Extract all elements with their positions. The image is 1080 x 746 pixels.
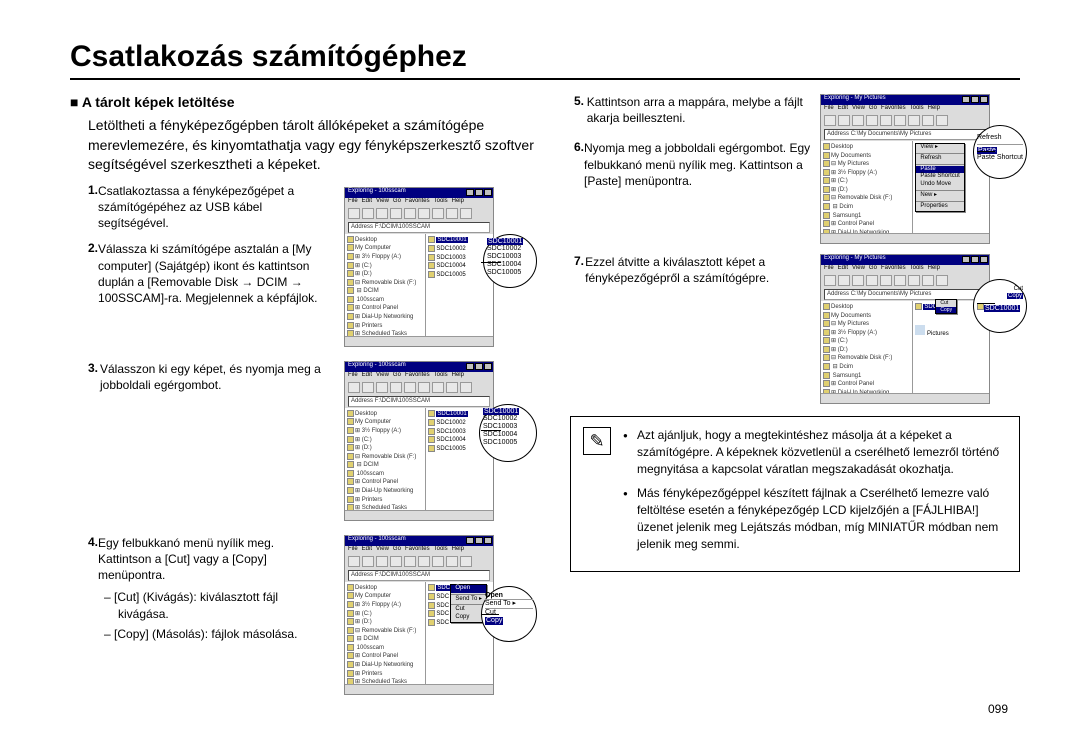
step-number: 5.: [574, 94, 587, 126]
status-bar: [345, 684, 493, 694]
step-body: Egy felbukkanó menü nyílik meg. Kattints…: [98, 535, 330, 584]
intro-text: Letöltheti a fényképezőgépben tárolt áll…: [88, 116, 540, 175]
file-list: SDC10001SDC10002SDC10003SDC10004SDC10005: [426, 234, 493, 336]
menubar: FileEditViewGoFavoritesToolsHelp: [345, 546, 493, 555]
step-body: Válassza ki számítógépe asztalán a [My c…: [98, 241, 330, 306]
callout-selected: SDC10001 SDC10002 SDC10003 SDC10004 SDC1…: [479, 404, 537, 462]
toolbar: [345, 207, 493, 221]
toolbar: [345, 381, 493, 395]
section-heading: ■ A tárolt képek letöltése: [70, 94, 540, 110]
screenshot-explorer-files: Exploring - 100sscam FileEditViewGoFavor…: [344, 187, 494, 347]
step-number: 1.: [88, 183, 98, 232]
step-sub: [Copy] (Másolás): fájlok másolása.: [118, 626, 330, 642]
status-bar: [345, 336, 493, 346]
note-item: Azt ajánljuk, hogy a megtekintéshez máso…: [623, 427, 1007, 477]
status-bar: [821, 393, 989, 403]
step-number: 2.: [88, 241, 98, 306]
screenshot-explorer-select: Exploring - 100sscam FileEditViewGoFavor…: [344, 361, 494, 521]
note-box: ✎ Azt ajánljuk, hogy a megtekintéshez má…: [570, 416, 1020, 572]
callout-transferred-file: Cut Copy SDC10001: [973, 279, 1027, 333]
menubar: FileEditViewGoFavoritesToolsHelp: [821, 105, 989, 114]
callout-connector: [481, 614, 499, 615]
window-title: Exploring - 100sscam: [348, 362, 406, 368]
toolbar: [345, 555, 493, 569]
folder-tree: DesktopMy Computer⊞ 3½ Floppy (A:)⊞ (C:)…: [345, 234, 426, 336]
menubar: FileEditViewGoFavoritesToolsHelp: [345, 198, 493, 207]
toolbar: [821, 274, 989, 288]
status-bar: [821, 233, 989, 243]
menubar: FileEditViewGoFavoritesToolsHelp: [345, 372, 493, 381]
folder-tree: DesktopMy Computer⊞ 3½ Floppy (A:)⊞ (C:)…: [345, 582, 426, 684]
context-menu-cut-copy-small: Cut Copy: [935, 299, 957, 314]
window-title: Exploring - 100sscam: [348, 188, 406, 194]
callout-files: SDC10001 SDC10002 SDC10003 SDC10004 SDC1…: [483, 234, 537, 288]
window-title: Exploring - My Pictures: [824, 95, 886, 101]
address-bar: Address F:\DCIM\100SSCAM: [348, 396, 490, 407]
callout-connector: [481, 430, 501, 431]
window-title: Exploring - 100sscam: [348, 536, 406, 542]
step-body: Csatlakoztassa a fényképezőgépet a számí…: [98, 183, 330, 232]
folder-tree: DesktopMy Documents⊟ My Pictures⊞ 3½ Flo…: [821, 141, 913, 233]
step-body: Kattintson arra a mappára, melybe a fájl…: [587, 94, 812, 126]
callout-connector: [977, 303, 995, 304]
status-bar: [345, 510, 493, 520]
folder-tree: DesktopMy Computer⊞ 3½ Floppy (A:)⊞ (C:)…: [345, 408, 426, 510]
callout-connector: [977, 151, 995, 152]
address-bar: Address C:\My Documents\My Pictures: [824, 129, 986, 140]
screenshot-paste-menu: Exploring - My Pictures FileEditViewGoFa…: [820, 94, 990, 244]
step-sub: [Cut] (Kivágás): kiválasztott fájl kivág…: [118, 589, 330, 621]
screenshot-after-paste: Exploring - My Pictures FileEditViewGoFa…: [820, 254, 990, 404]
page-number: 099: [988, 702, 1008, 716]
step-number: 6.: [574, 140, 584, 189]
menubar: FileEditViewGoFavoritesToolsHelp: [821, 265, 989, 274]
address-bar: Address F:\DCIM\100SSCAM: [348, 570, 490, 581]
step-body: Válasszon ki egy képet, és nyomja meg a …: [100, 361, 330, 393]
callout-paste: Refresh Paste Paste Shortcut: [973, 125, 1027, 179]
step-body: Ezzel átvitte a kiválasztott képet a fén…: [585, 254, 812, 286]
note-item: Más fényképezőgéppel készített fájlnak a…: [623, 485, 1007, 552]
toolbar: [821, 114, 989, 128]
callout-connector: [481, 262, 501, 263]
step-number: 4.: [88, 535, 98, 584]
address-bar: Address C:\My Documents\My Pictures: [824, 289, 986, 300]
note-icon: ✎: [583, 427, 611, 455]
step-body: Nyomja meg a jobboldali egérgombot. Egy …: [584, 140, 812, 189]
step-number: 7.: [574, 254, 585, 286]
address-bar: Address F:\DCIM\100SSCAM: [348, 222, 490, 233]
context-menu-paste: View ▸ Refresh Paste Paste Shortcut Undo…: [915, 143, 964, 212]
page-title: Csatlakozás számítógéphez: [70, 40, 1020, 80]
screenshot-explorer-context: Exploring - 100sscam FileEditViewGoFavor…: [344, 535, 494, 695]
window-title: Exploring - My Pictures: [824, 255, 886, 261]
step-number: 3.: [88, 361, 100, 393]
folder-tree: DesktopMy Documents⊟ My Pictures⊞ 3½ Flo…: [821, 301, 913, 393]
